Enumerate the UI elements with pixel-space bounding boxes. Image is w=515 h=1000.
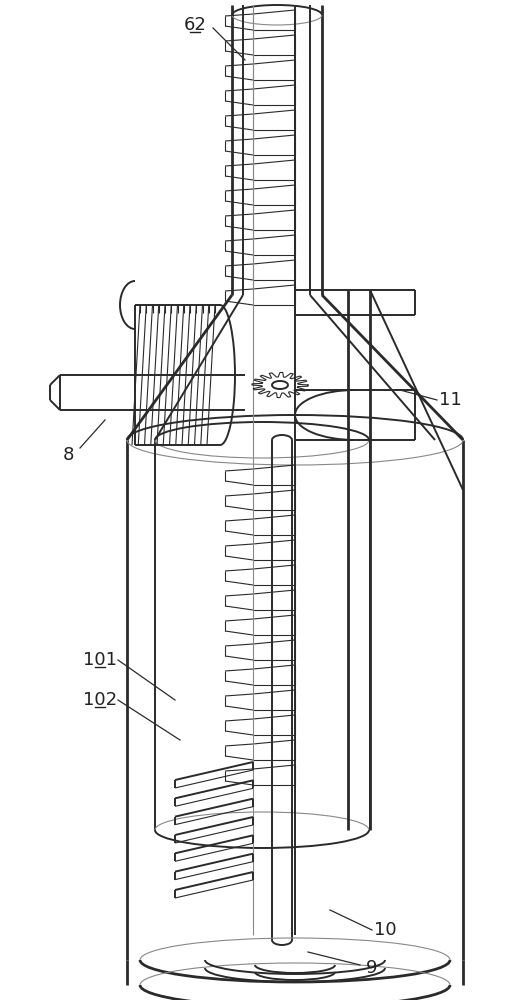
Text: 11: 11 [439, 391, 461, 409]
Text: 62: 62 [183, 16, 207, 34]
Text: 102: 102 [83, 691, 117, 709]
Text: 101: 101 [83, 651, 117, 669]
Text: 8: 8 [62, 446, 74, 464]
Text: 9: 9 [366, 959, 377, 977]
Text: 10: 10 [374, 921, 397, 939]
